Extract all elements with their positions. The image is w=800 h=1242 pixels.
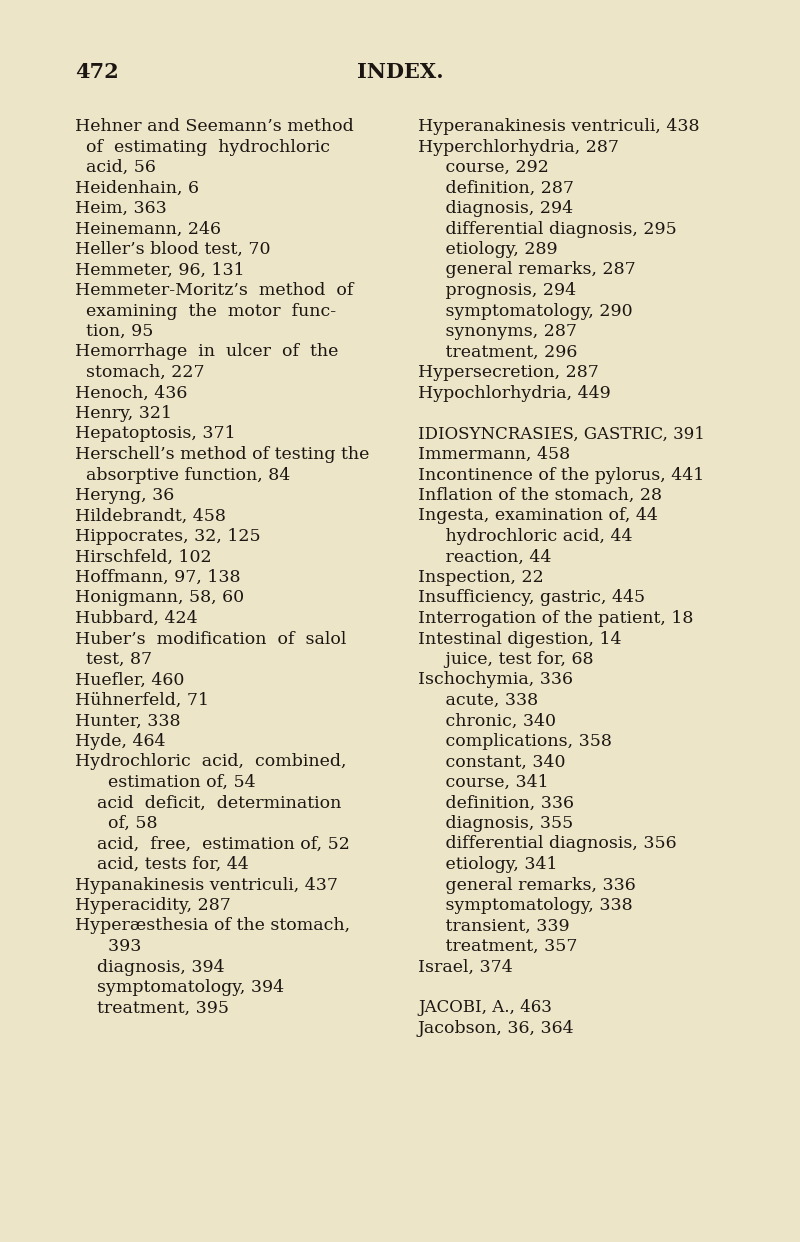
Text: Hemmeter, 96, 131: Hemmeter, 96, 131 (75, 262, 245, 278)
Text: diagnosis, 294: diagnosis, 294 (418, 200, 573, 217)
Text: treatment, 395: treatment, 395 (75, 1000, 229, 1016)
Text: Hunter, 338: Hunter, 338 (75, 713, 181, 729)
Text: Hirschfeld, 102: Hirschfeld, 102 (75, 549, 212, 565)
Text: treatment, 296: treatment, 296 (418, 344, 578, 360)
Text: estimation of, 54: estimation of, 54 (75, 774, 256, 791)
Text: Hehner and Seemann’s method: Hehner and Seemann’s method (75, 118, 354, 135)
Text: definition, 287: definition, 287 (418, 180, 574, 196)
Text: Honigmann, 58, 60: Honigmann, 58, 60 (75, 590, 244, 606)
Text: diagnosis, 355: diagnosis, 355 (418, 815, 574, 832)
Text: Incontinence of the pylorus, 441: Incontinence of the pylorus, 441 (418, 467, 704, 483)
Text: transient, 339: transient, 339 (418, 918, 570, 934)
Text: Hubbard, 424: Hubbard, 424 (75, 610, 198, 627)
Text: of, 58: of, 58 (75, 815, 158, 832)
Text: acid,  free,  estimation of, 52: acid, free, estimation of, 52 (75, 836, 350, 852)
Text: IDIOSYNCRASIES, GASTRIC, 391: IDIOSYNCRASIES, GASTRIC, 391 (418, 426, 705, 442)
Text: Hippocrates, 32, 125: Hippocrates, 32, 125 (75, 528, 261, 545)
Text: Insufficiency, gastric, 445: Insufficiency, gastric, 445 (418, 590, 645, 606)
Text: acid, tests for, 44: acid, tests for, 44 (75, 856, 249, 873)
Text: Hyperacidity, 287: Hyperacidity, 287 (75, 897, 231, 914)
Text: chronic, 340: chronic, 340 (418, 713, 556, 729)
Text: diagnosis, 394: diagnosis, 394 (75, 959, 225, 975)
Text: Hypochlorhydria, 449: Hypochlorhydria, 449 (418, 385, 610, 401)
Text: Hyde, 464: Hyde, 464 (75, 733, 166, 750)
Text: symptomatology, 394: symptomatology, 394 (75, 979, 284, 996)
Text: Ischochymia, 336: Ischochymia, 336 (418, 672, 573, 688)
Text: Hemorrhage  in  ulcer  of  the: Hemorrhage in ulcer of the (75, 344, 338, 360)
Text: tion, 95: tion, 95 (75, 323, 154, 340)
Text: of  estimating  hydrochloric: of estimating hydrochloric (75, 139, 330, 155)
Text: course, 341: course, 341 (418, 774, 549, 791)
Text: hydrochloric acid, 44: hydrochloric acid, 44 (418, 528, 633, 545)
Text: acute, 338: acute, 338 (418, 692, 538, 709)
Text: test, 87: test, 87 (75, 651, 152, 668)
Text: course, 292: course, 292 (418, 159, 549, 176)
Text: absorptive function, 84: absorptive function, 84 (75, 467, 290, 483)
Text: Immermann, 458: Immermann, 458 (418, 446, 570, 463)
Text: prognosis, 294: prognosis, 294 (418, 282, 576, 299)
Text: Inflation of the stomach, 28: Inflation of the stomach, 28 (418, 487, 662, 504)
Text: Inspection, 22: Inspection, 22 (418, 569, 544, 586)
Text: differential diagnosis, 356: differential diagnosis, 356 (418, 836, 677, 852)
Text: Hoffmann, 97, 138: Hoffmann, 97, 138 (75, 569, 241, 586)
Text: general remarks, 336: general remarks, 336 (418, 877, 636, 893)
Text: Heryng, 36: Heryng, 36 (75, 487, 174, 504)
Text: general remarks, 287: general remarks, 287 (418, 262, 636, 278)
Text: reaction, 44: reaction, 44 (418, 549, 551, 565)
Text: Heidenhain, 6: Heidenhain, 6 (75, 180, 199, 196)
Text: Heim, 363: Heim, 363 (75, 200, 166, 217)
Text: Heinemann, 246: Heinemann, 246 (75, 221, 221, 237)
Text: Ingesta, examination of, 44: Ingesta, examination of, 44 (418, 508, 658, 524)
Text: acid  deficit,  determination: acid deficit, determination (75, 795, 342, 811)
Text: Huefler, 460: Huefler, 460 (75, 672, 184, 688)
Text: Hepatoptosis, 371: Hepatoptosis, 371 (75, 426, 236, 442)
Text: etiology, 289: etiology, 289 (418, 241, 558, 258)
Text: 393: 393 (75, 938, 142, 955)
Text: Hyperchlorhydria, 287: Hyperchlorhydria, 287 (418, 139, 619, 155)
Text: Herschell’s method of testing the: Herschell’s method of testing the (75, 446, 370, 463)
Text: Interrogation of the patient, 18: Interrogation of the patient, 18 (418, 610, 694, 627)
Text: Jacobson, 36, 364: Jacobson, 36, 364 (418, 1020, 574, 1037)
Text: differential diagnosis, 295: differential diagnosis, 295 (418, 221, 677, 237)
Text: Hydrochloric  acid,  combined,: Hydrochloric acid, combined, (75, 754, 346, 770)
Text: Hühnerfeld, 71: Hühnerfeld, 71 (75, 692, 209, 709)
Text: definition, 336: definition, 336 (418, 795, 574, 811)
Text: treatment, 357: treatment, 357 (418, 938, 578, 955)
Text: etiology, 341: etiology, 341 (418, 856, 558, 873)
Text: stomach, 227: stomach, 227 (75, 364, 205, 381)
Text: symptomatology, 338: symptomatology, 338 (418, 897, 633, 914)
Text: Henoch, 436: Henoch, 436 (75, 385, 187, 401)
Text: Hyperæsthesia of the stomach,: Hyperæsthesia of the stomach, (75, 918, 350, 934)
Text: symptomatology, 290: symptomatology, 290 (418, 303, 633, 319)
Text: Israel, 374: Israel, 374 (418, 959, 513, 975)
Text: Heller’s blood test, 70: Heller’s blood test, 70 (75, 241, 270, 258)
Text: acid, 56: acid, 56 (75, 159, 156, 176)
Text: Hemmeter-Moritz’s  method  of: Hemmeter-Moritz’s method of (75, 282, 354, 299)
Text: INDEX.: INDEX. (357, 62, 443, 82)
Text: Huber’s  modification  of  salol: Huber’s modification of salol (75, 631, 346, 647)
Text: JACOBI, A., 463: JACOBI, A., 463 (418, 1000, 552, 1016)
Text: synonyms, 287: synonyms, 287 (418, 323, 577, 340)
Text: Hypanakinesis ventriculi, 437: Hypanakinesis ventriculi, 437 (75, 877, 338, 893)
Text: juice, test for, 68: juice, test for, 68 (418, 651, 594, 668)
Text: examining  the  motor  func-: examining the motor func- (75, 303, 336, 319)
Text: Hyperanakinesis ventriculi, 438: Hyperanakinesis ventriculi, 438 (418, 118, 699, 135)
Text: Henry, 321: Henry, 321 (75, 405, 172, 422)
Text: Hildebrandt, 458: Hildebrandt, 458 (75, 508, 226, 524)
Text: Hypersecretion, 287: Hypersecretion, 287 (418, 364, 599, 381)
Text: complications, 358: complications, 358 (418, 733, 612, 750)
Text: constant, 340: constant, 340 (418, 754, 566, 770)
Text: 472: 472 (75, 62, 118, 82)
Text: Intestinal digestion, 14: Intestinal digestion, 14 (418, 631, 622, 647)
